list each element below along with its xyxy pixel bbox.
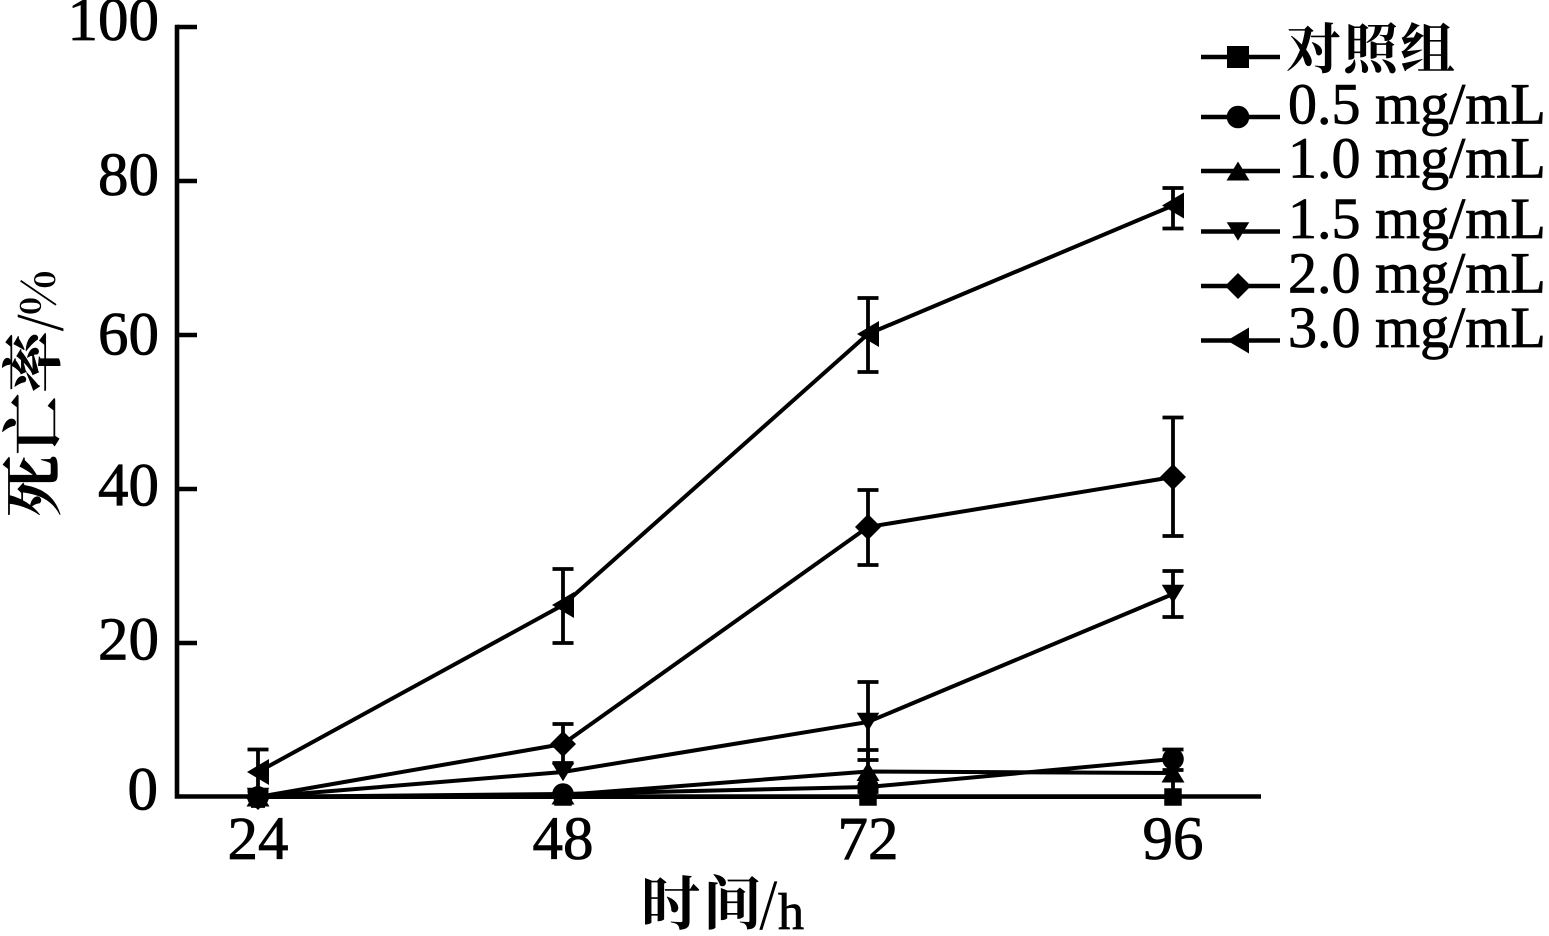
svg-text:2.0 mg/mL: 2.0 mg/mL — [1288, 241, 1546, 306]
svg-text:20: 20 — [98, 607, 159, 674]
svg-text:1.5 mg/mL: 1.5 mg/mL — [1288, 186, 1546, 251]
svg-text:24: 24 — [228, 806, 289, 873]
svg-text:48: 48 — [533, 806, 594, 873]
svg-text:h: h — [778, 884, 804, 931]
svg-text:1.0 mg/mL: 1.0 mg/mL — [1288, 126, 1546, 191]
svg-text:0: 0 — [128, 757, 159, 824]
svg-text:0.5 mg/mL: 0.5 mg/mL — [1288, 72, 1546, 137]
svg-text:40: 40 — [98, 453, 159, 520]
svg-text:80: 80 — [98, 142, 159, 209]
svg-text:100: 100 — [68, 0, 160, 54]
svg-text:96: 96 — [1143, 806, 1204, 873]
svg-text:3.0 mg/mL: 3.0 mg/mL — [1288, 295, 1546, 360]
svg-text:72: 72 — [838, 806, 899, 873]
svg-text:60: 60 — [98, 302, 159, 369]
